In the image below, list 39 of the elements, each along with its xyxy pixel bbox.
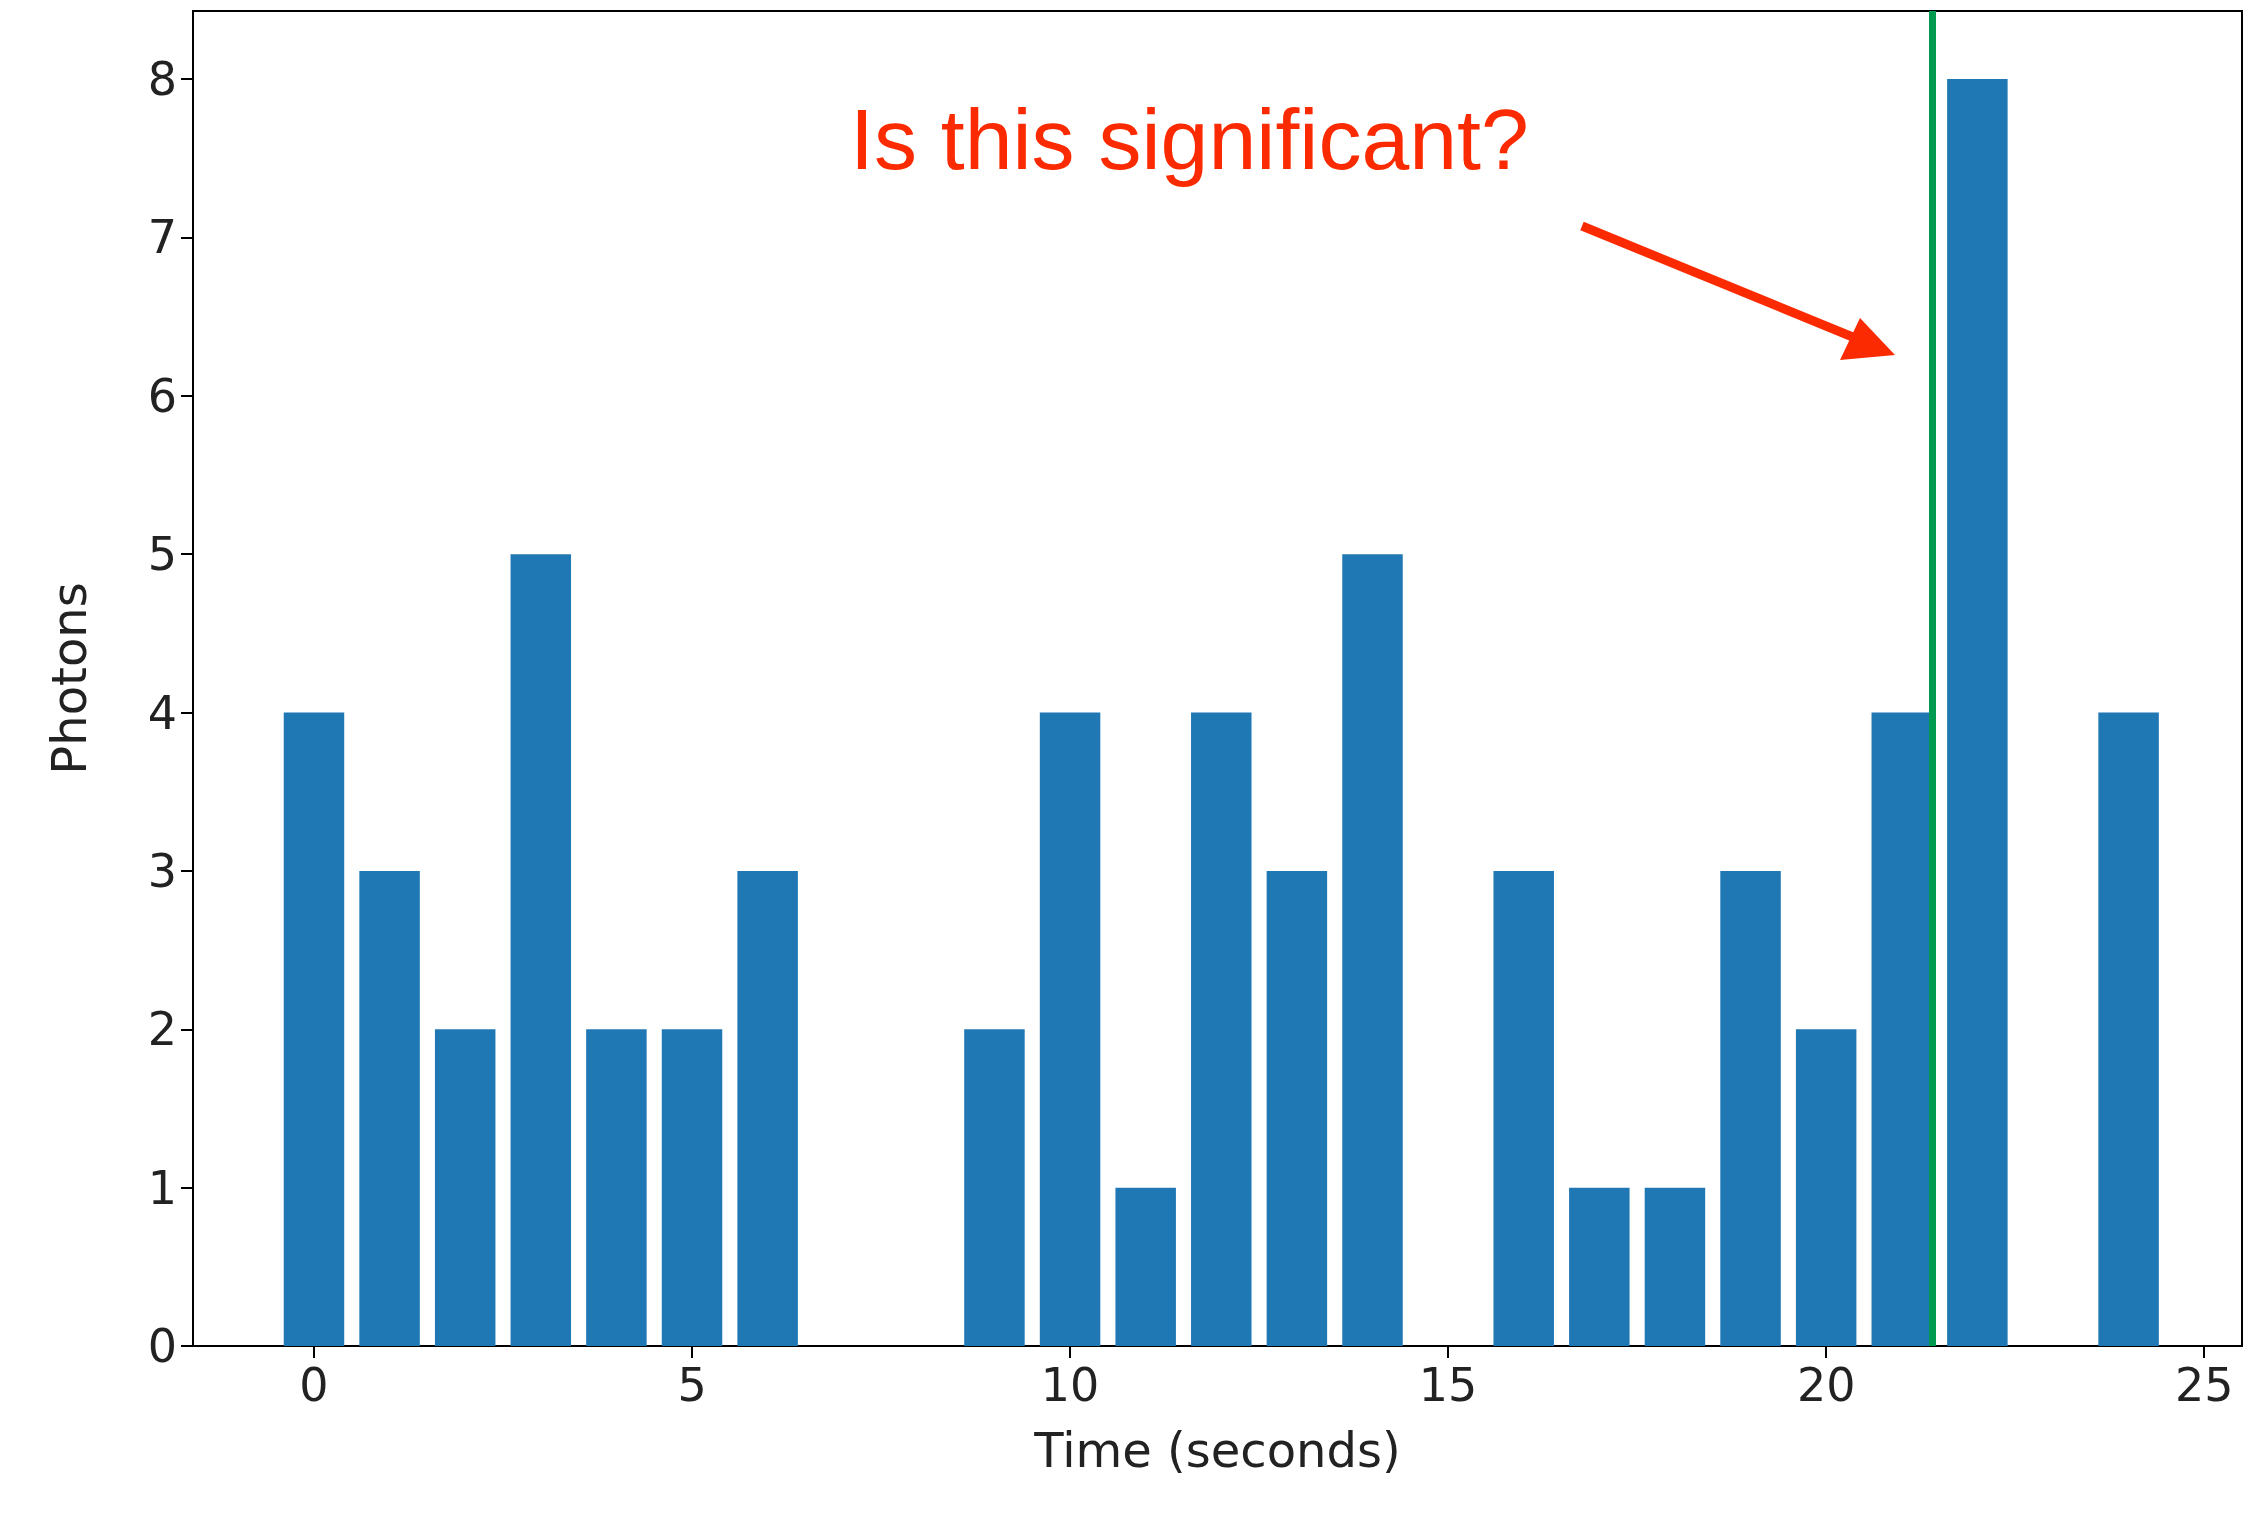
- bar: [1644, 1187, 1706, 1346]
- y-tick-label: 6: [147, 368, 177, 423]
- bar: [1039, 712, 1101, 1346]
- y-tick-label: 2: [147, 1002, 177, 1057]
- x-axis-title: Time (seconds): [1033, 1422, 1401, 1478]
- bar: [1871, 712, 1932, 1346]
- bar: [737, 870, 798, 1346]
- y-tick-label: 5: [147, 527, 177, 582]
- x-tick-label: 15: [1418, 1358, 1478, 1412]
- bar: [1342, 554, 1403, 1346]
- bar: [510, 554, 572, 1346]
- y-tick-label: 0: [147, 1319, 177, 1373]
- x-tick-label: 20: [1796, 1358, 1856, 1412]
- y-tick-label: 8: [147, 52, 177, 107]
- x-tick-label: 25: [2174, 1358, 2234, 1412]
- bar: [1569, 1187, 1630, 1346]
- bar: [1266, 870, 1328, 1346]
- y-tick-label: 1: [147, 1160, 177, 1215]
- bar: [1947, 79, 2008, 1346]
- y-tick-label: 7: [147, 210, 177, 265]
- y-axis-title: Photons: [41, 582, 97, 775]
- bar: [283, 712, 345, 1346]
- y-tick-label: 3: [147, 843, 177, 898]
- bar: [1493, 870, 1554, 1346]
- bar: [434, 1029, 496, 1346]
- bar: [359, 870, 420, 1346]
- bar: [661, 1029, 723, 1346]
- bar: [964, 1029, 1025, 1346]
- x-tick-label: 5: [677, 1358, 707, 1412]
- bar: [1191, 712, 1252, 1346]
- bar: [1795, 1029, 1857, 1346]
- x-tick-label: 0: [299, 1358, 329, 1412]
- annotation: Is this significant?: [850, 90, 1529, 189]
- y-tick-label: 4: [147, 685, 177, 740]
- bar: [586, 1029, 647, 1346]
- bar: [1720, 870, 1781, 1346]
- x-tick-label: 10: [1040, 1358, 1100, 1412]
- bar: [2098, 712, 2159, 1346]
- bar: [1115, 1187, 1176, 1346]
